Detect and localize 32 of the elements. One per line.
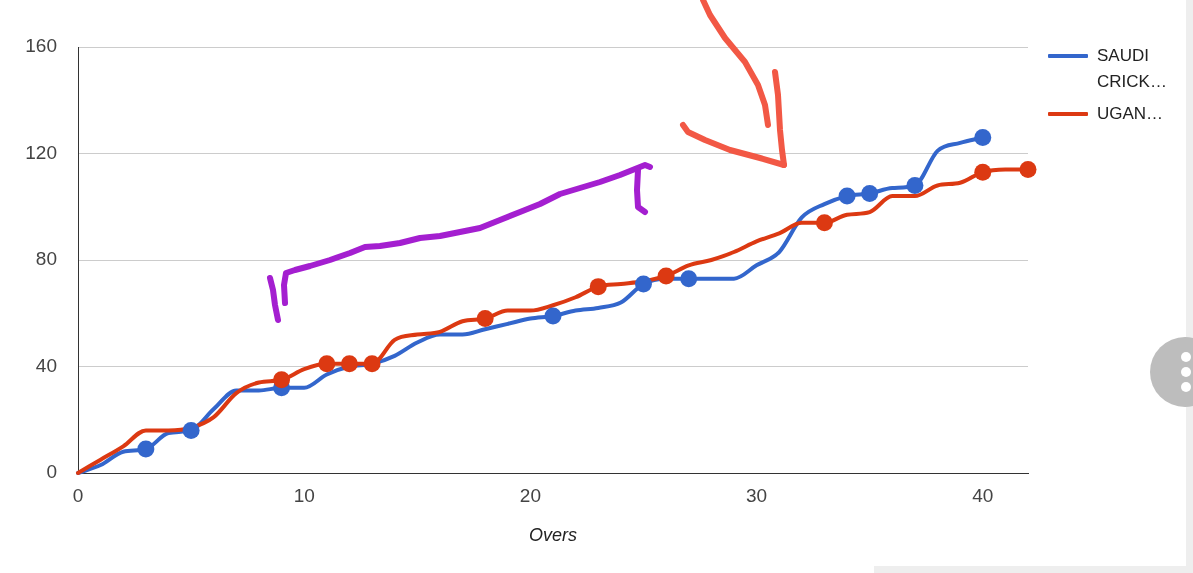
y-tick-label: 160	[25, 35, 57, 57]
point	[182, 421, 200, 439]
point	[838, 187, 856, 205]
point	[974, 129, 992, 147]
y-tick-label: 0	[46, 461, 57, 483]
point	[657, 267, 675, 285]
point	[318, 355, 336, 373]
point	[340, 355, 358, 373]
point	[589, 278, 607, 296]
y-tick-label: 80	[35, 248, 57, 270]
x-tick-label: 40	[972, 484, 994, 506]
point	[273, 371, 291, 389]
point	[974, 163, 992, 181]
point	[1019, 160, 1037, 178]
x-tick-label: 0	[72, 484, 84, 506]
point	[544, 307, 562, 325]
point	[906, 176, 924, 194]
x-tick-label: 30	[746, 484, 768, 506]
point	[634, 275, 652, 293]
point	[815, 214, 833, 232]
y-tick-label: 40	[35, 354, 57, 376]
x-tick-label: 20	[519, 484, 541, 506]
point	[137, 440, 155, 458]
point	[680, 270, 698, 288]
x-tick-label: 10	[293, 484, 315, 506]
point	[476, 310, 494, 328]
legend-label: UGAN…	[1097, 103, 1165, 125]
point	[861, 184, 879, 202]
x-axis-title: Overs	[528, 525, 578, 546]
y-tick-label: 120	[25, 141, 57, 163]
point	[363, 355, 381, 373]
legend-label: SAUDI CRICK…	[1097, 45, 1168, 93]
